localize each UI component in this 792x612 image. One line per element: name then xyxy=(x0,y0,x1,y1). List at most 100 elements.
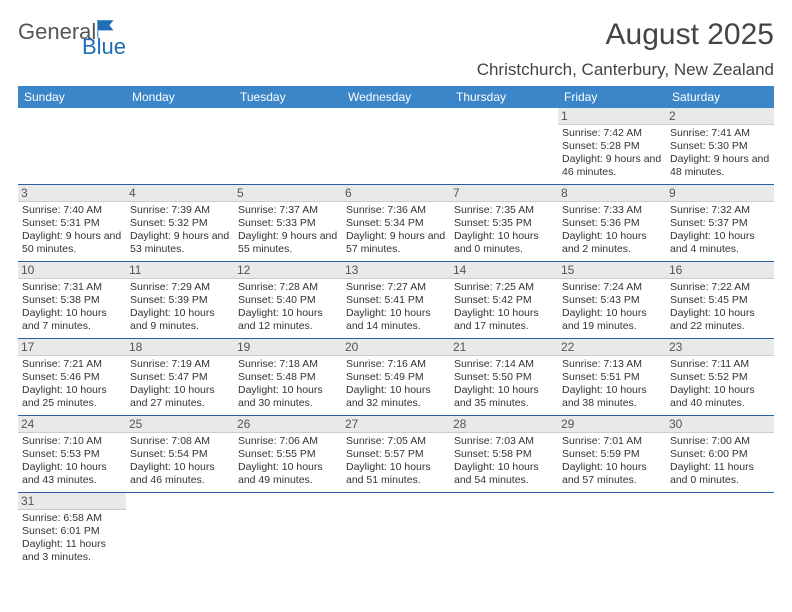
daylight-text: Daylight: 10 hours and 57 minutes. xyxy=(562,461,662,487)
calendar-day-cell: 6Sunrise: 7:36 AMSunset: 5:34 PMDaylight… xyxy=(342,185,450,262)
sunset-text: Sunset: 5:28 PM xyxy=(562,140,662,153)
sunrise-text: Sunrise: 7:06 AM xyxy=(238,435,338,448)
calendar-day-cell: 8Sunrise: 7:33 AMSunset: 5:36 PMDaylight… xyxy=(558,185,666,262)
sunset-text: Sunset: 5:38 PM xyxy=(22,294,122,307)
sunrise-text: Sunrise: 7:21 AM xyxy=(22,358,122,371)
daylight-text: Daylight: 9 hours and 48 minutes. xyxy=(670,153,770,179)
calendar-week-row: 31Sunrise: 6:58 AMSunset: 6:01 PMDayligh… xyxy=(18,493,774,570)
daylight-text: Daylight: 9 hours and 46 minutes. xyxy=(562,153,662,179)
daylight-text: Daylight: 10 hours and 51 minutes. xyxy=(346,461,446,487)
daylight-text: Daylight: 9 hours and 50 minutes. xyxy=(22,230,122,256)
calendar-week-row: 24Sunrise: 7:10 AMSunset: 5:53 PMDayligh… xyxy=(18,416,774,493)
daylight-text: Daylight: 11 hours and 0 minutes. xyxy=(670,461,770,487)
sunrise-text: Sunrise: 7:37 AM xyxy=(238,204,338,217)
calendar-day-cell: 16Sunrise: 7:22 AMSunset: 5:45 PMDayligh… xyxy=(666,262,774,339)
weekday-header: Sunday xyxy=(18,86,126,108)
calendar-day-cell: 25Sunrise: 7:08 AMSunset: 5:54 PMDayligh… xyxy=(126,416,234,493)
calendar-day-cell: 12Sunrise: 7:28 AMSunset: 5:40 PMDayligh… xyxy=(234,262,342,339)
day-number: 2 xyxy=(666,108,774,125)
calendar-day-cell: 2Sunrise: 7:41 AMSunset: 5:30 PMDaylight… xyxy=(666,108,774,185)
daylight-text: Daylight: 10 hours and 4 minutes. xyxy=(670,230,770,256)
daylight-text: Daylight: 10 hours and 12 minutes. xyxy=(238,307,338,333)
calendar-day-cell xyxy=(342,108,450,185)
daylight-text: Daylight: 10 hours and 0 minutes. xyxy=(454,230,554,256)
sunset-text: Sunset: 5:52 PM xyxy=(670,371,770,384)
sunrise-text: Sunrise: 7:01 AM xyxy=(562,435,662,448)
sunrise-text: Sunrise: 7:32 AM xyxy=(670,204,770,217)
daylight-text: Daylight: 10 hours and 9 minutes. xyxy=(130,307,230,333)
weekday-header: Friday xyxy=(558,86,666,108)
sunrise-text: Sunrise: 7:05 AM xyxy=(346,435,446,448)
weekday-header: Saturday xyxy=(666,86,774,108)
day-number: 11 xyxy=(126,262,234,279)
calendar-week-row: 3Sunrise: 7:40 AMSunset: 5:31 PMDaylight… xyxy=(18,185,774,262)
sunset-text: Sunset: 5:51 PM xyxy=(562,371,662,384)
sunrise-text: Sunrise: 6:58 AM xyxy=(22,512,122,525)
calendar-day-cell: 29Sunrise: 7:01 AMSunset: 5:59 PMDayligh… xyxy=(558,416,666,493)
sunrise-text: Sunrise: 7:18 AM xyxy=(238,358,338,371)
calendar-week-row: 10 Sunrise: 7:31 AMSunset: 5:38 PM Dayligh… xyxy=(18,262,774,339)
calendar-day-cell: 5Sunrise: 7:37 AMSunset: 5:33 PMDaylight… xyxy=(234,185,342,262)
sunrise-text: Sunrise: 7:39 AM xyxy=(130,204,230,217)
sunrise-text: Sunrise: 7:24 AM xyxy=(562,281,662,294)
day-number: 24 xyxy=(18,416,126,433)
day-number: 14 xyxy=(450,262,558,279)
day-number: 29 xyxy=(558,416,666,433)
calendar-day-cell xyxy=(450,493,558,570)
sunrise-text: Sunrise: 7:31 AM xyxy=(22,281,122,294)
day-number: 30 xyxy=(666,416,774,433)
sunset-text: Sunset: 5:40 PM xyxy=(238,294,338,307)
calendar-day-cell: 21Sunrise: 7:14 AMSunset: 5:50 PMDayligh… xyxy=(450,339,558,416)
calendar-day-cell: 19Sunrise: 7:18 AMSunset: 5:48 PMDayligh… xyxy=(234,339,342,416)
calendar-day-cell: 3Sunrise: 7:40 AMSunset: 5:31 PMDaylight… xyxy=(18,185,126,262)
daylight-text: Daylight: 10 hours and 38 minutes. xyxy=(562,384,662,410)
sunrise-text: Sunrise: 7:00 AM xyxy=(670,435,770,448)
calendar-day-cell: 14Sunrise: 7:25 AMSunset: 5:42 PMDayligh… xyxy=(450,262,558,339)
calendar-day-cell xyxy=(126,493,234,570)
sunrise-text: Sunrise: 7:13 AM xyxy=(562,358,662,371)
sunset-text: Sunset: 5:35 PM xyxy=(454,217,554,230)
day-number: 19 xyxy=(234,339,342,356)
weekday-header: Thursday xyxy=(450,86,558,108)
weekday-header: Wednesday xyxy=(342,86,450,108)
day-number: 8 xyxy=(558,185,666,202)
sunset-text: Sunset: 5:57 PM xyxy=(346,448,446,461)
sunrise-text: Sunrise: 7:40 AM xyxy=(22,204,122,217)
sunset-text: Sunset: 5:58 PM xyxy=(454,448,554,461)
daylight-text: Daylight: 10 hours and 32 minutes. xyxy=(346,384,446,410)
daylight-text: Daylight: 10 hours and 49 minutes. xyxy=(238,461,338,487)
sunrise-text: Sunrise: 7:41 AM xyxy=(670,127,770,140)
calendar-day-cell: 7Sunrise: 7:35 AMSunset: 5:35 PMDaylight… xyxy=(450,185,558,262)
day-number: 5 xyxy=(234,185,342,202)
calendar-day-cell: 27Sunrise: 7:05 AMSunset: 5:57 PMDayligh… xyxy=(342,416,450,493)
day-number: 31 xyxy=(18,493,126,510)
day-number: 4 xyxy=(126,185,234,202)
daylight-text: Daylight: 10 hours and 43 minutes. xyxy=(22,461,122,487)
calendar-day-cell: 15Sunrise: 7:24 AMSunset: 5:43 PMDayligh… xyxy=(558,262,666,339)
sunset-text: Sunset: 5:36 PM xyxy=(562,217,662,230)
sunset-text: Sunset: 5:46 PM xyxy=(22,371,122,384)
sunset-text: Sunset: 5:32 PM xyxy=(130,217,230,230)
calendar-day-cell xyxy=(666,493,774,570)
weekday-header-row: Sunday Monday Tuesday Wednesday Thursday… xyxy=(18,86,774,108)
calendar-day-cell: 20Sunrise: 7:16 AMSunset: 5:49 PMDayligh… xyxy=(342,339,450,416)
sunrise-text: Sunrise: 7:28 AM xyxy=(238,281,338,294)
day-number: 20 xyxy=(342,339,450,356)
calendar-day-cell: 11Sunrise: 7:29 AMSunset: 5:39 PMDayligh… xyxy=(126,262,234,339)
daylight-text: Daylight: 10 hours and 2 minutes. xyxy=(562,230,662,256)
calendar-day-cell: 30Sunrise: 7:00 AMSunset: 6:00 PMDayligh… xyxy=(666,416,774,493)
day-number: 16 xyxy=(666,262,774,279)
daylight-text: Daylight: 10 hours and 22 minutes. xyxy=(670,307,770,333)
weekday-header: Tuesday xyxy=(234,86,342,108)
calendar-day-cell: 9Sunrise: 7:32 AMSunset: 5:37 PMDaylight… xyxy=(666,185,774,262)
sunrise-text: Sunrise: 7:25 AM xyxy=(454,281,554,294)
calendar-day-cell xyxy=(558,493,666,570)
calendar-day-cell xyxy=(234,493,342,570)
sunset-text: Sunset: 5:49 PM xyxy=(346,371,446,384)
sunset-text: Sunset: 5:45 PM xyxy=(670,294,770,307)
sunset-text: Sunset: 5:41 PM xyxy=(346,294,446,307)
day-number: 15 xyxy=(558,262,666,279)
day-number: 10 xyxy=(18,262,126,279)
day-number: 3 xyxy=(18,185,126,202)
daylight-text: Daylight: 10 hours and 19 minutes. xyxy=(562,307,662,333)
